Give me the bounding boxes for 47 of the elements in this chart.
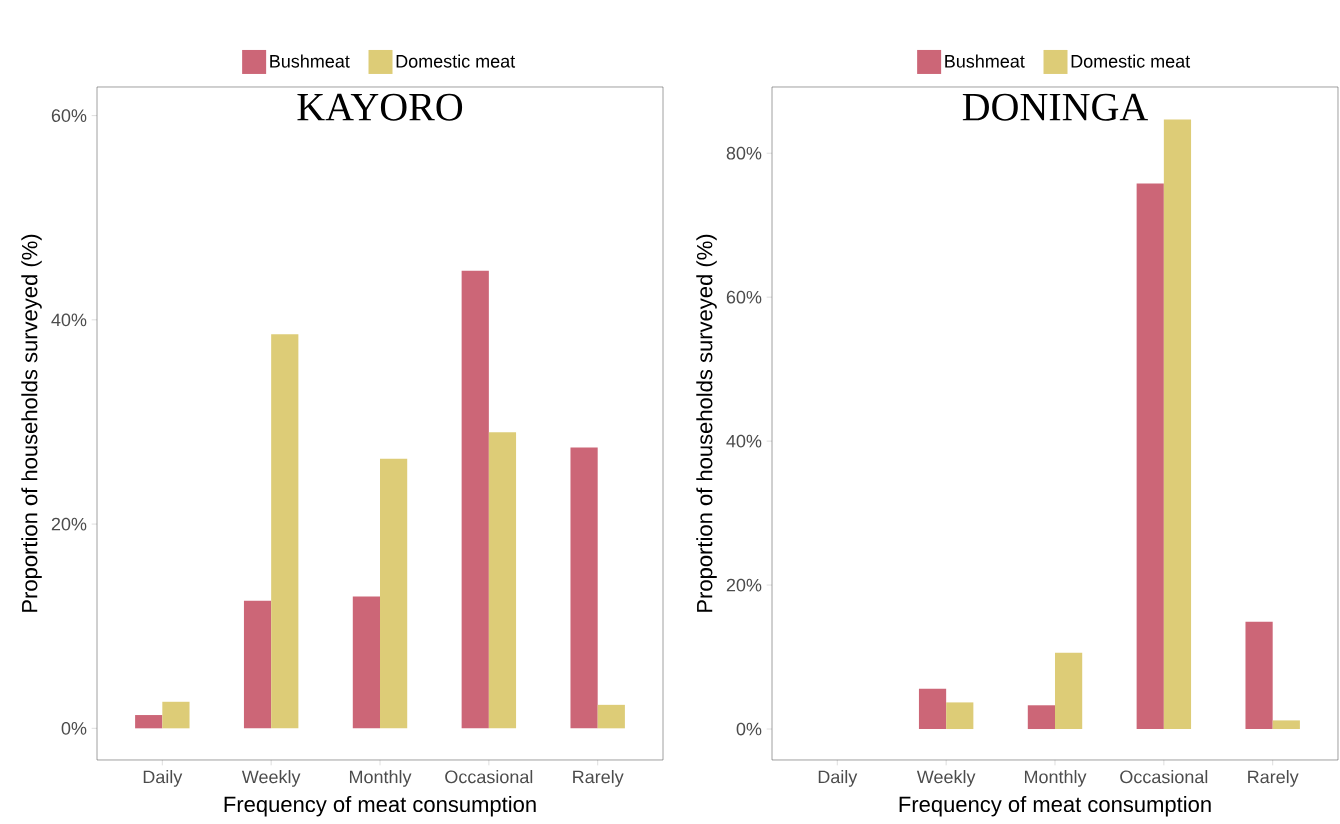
x-tick-label: Daily	[143, 770, 183, 787]
bar	[1055, 652, 1083, 730]
x-tick-label: Rarely	[573, 770, 624, 787]
legend-label: Domestic meat	[1071, 54, 1191, 68]
bar	[271, 334, 299, 729]
bar	[946, 702, 974, 730]
x-tick-label: Rarely	[1248, 770, 1299, 787]
bar	[1272, 720, 1300, 730]
x-tick-label: Weekly	[241, 770, 301, 787]
bar	[162, 701, 190, 729]
bar	[570, 447, 598, 729]
bar	[461, 270, 489, 729]
y-axis-title: Proportion of households surveyed (%)	[696, 234, 717, 612]
y-tick-label: 0%	[736, 722, 762, 736]
y-tick-label: 60%	[51, 109, 87, 122]
y-tick-label: 0%	[61, 721, 87, 735]
x-axis-title: Frequency of meat consumption	[899, 795, 1211, 817]
y-tick-label: 20%	[726, 578, 762, 592]
bar	[380, 458, 408, 729]
y-tick-label: 20%	[51, 517, 87, 531]
bar	[597, 704, 625, 729]
x-tick-label: Monthly	[349, 770, 412, 787]
x-tick-label: Monthly	[1024, 770, 1087, 787]
legend-label: Domestic meat	[396, 54, 516, 68]
y-tick-label: 40%	[51, 313, 87, 327]
chart-title: KAYORO	[297, 93, 463, 121]
bar	[135, 715, 163, 729]
y-tick-label: 60%	[726, 290, 762, 304]
bar	[918, 688, 947, 730]
x-tick-label: Occasional	[1120, 770, 1208, 784]
y-tick-label: 80%	[726, 146, 762, 160]
bar	[352, 596, 380, 729]
x-tick-label: Occasional	[445, 770, 533, 784]
legend-label: Bushmeat	[945, 54, 1025, 68]
bar	[1136, 183, 1164, 730]
x-axis-title: Frequency of meat consumption	[224, 795, 536, 817]
x-tick-label: Daily	[818, 770, 858, 787]
bar	[488, 432, 517, 729]
bar	[243, 600, 272, 729]
y-tick-label: 40%	[726, 434, 762, 448]
chart-title: DONINGA	[962, 93, 1148, 121]
x-tick-label: Weekly	[916, 770, 976, 787]
bar	[1027, 705, 1055, 730]
legend-label: Bushmeat	[270, 54, 350, 68]
bar	[1245, 621, 1273, 730]
bar	[1163, 119, 1192, 730]
y-axis-title: Proportion of households surveyed (%)	[21, 234, 42, 612]
